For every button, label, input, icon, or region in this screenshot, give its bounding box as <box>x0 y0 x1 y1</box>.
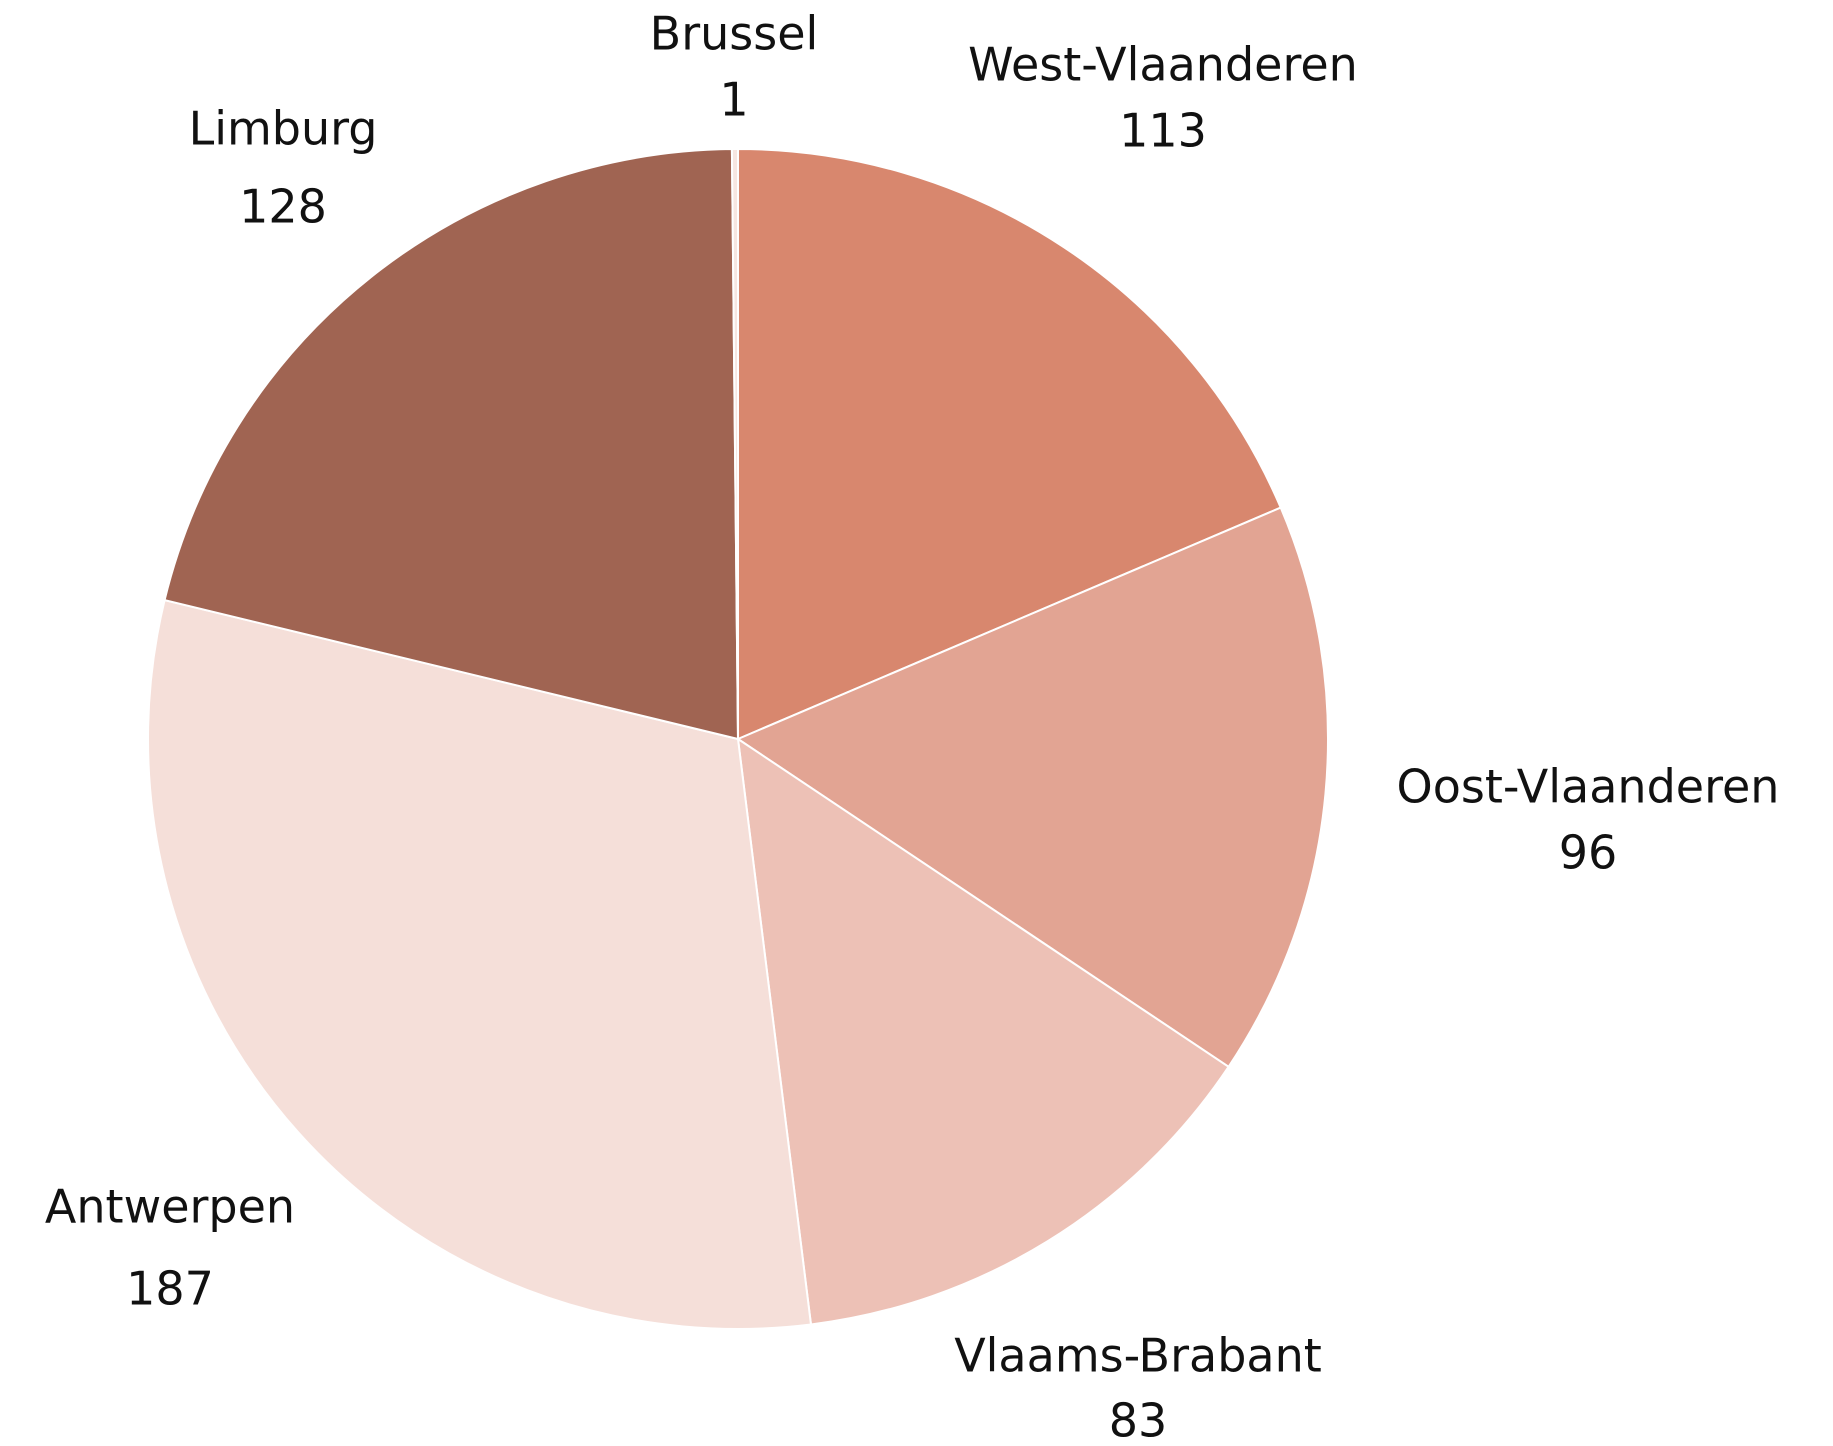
pie-slice <box>737 147 1283 741</box>
pie-slice <box>163 148 740 741</box>
slice-label: Brussel <box>650 7 819 61</box>
slice-value: 187 <box>126 1262 214 1316</box>
slice-value: 83 <box>1109 1394 1168 1446</box>
pie-slice <box>730 147 739 740</box>
pie-slice <box>147 598 813 1330</box>
slice-label: Limburg <box>189 102 378 156</box>
slice-label: Oost-Vlaanderen <box>1397 760 1780 814</box>
slice-label: Antwerpen <box>45 1180 295 1234</box>
slice-label: Vlaams-Brabant <box>954 1329 1322 1383</box>
pie-slice <box>736 736 1230 1326</box>
slice-value: 128 <box>239 180 327 234</box>
slice-value: 1 <box>719 73 748 127</box>
slice-value: 113 <box>1119 104 1207 158</box>
slice-label: West-Vlaanderen <box>968 38 1358 92</box>
pie-slice <box>735 506 1329 1069</box>
slice-value: 96 <box>1559 826 1618 880</box>
